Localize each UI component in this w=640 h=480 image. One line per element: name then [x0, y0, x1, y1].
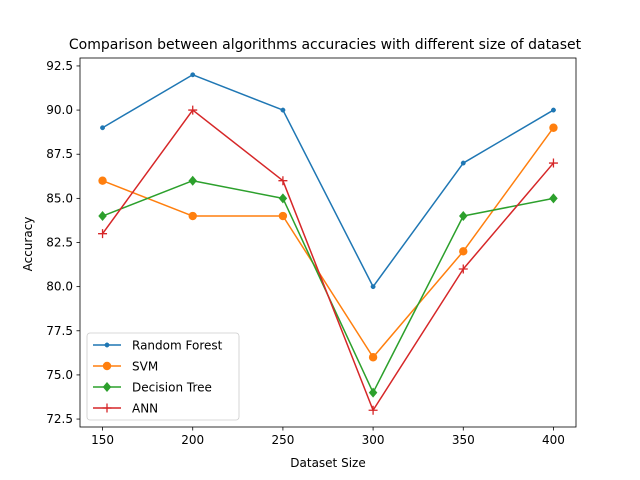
data-point-random-forest: [280, 107, 286, 113]
data-point-ann: [98, 229, 108, 239]
data-point-ann: [368, 405, 378, 415]
series-random-forest: [100, 72, 556, 290]
data-point-random-forest: [100, 125, 105, 131]
data-point-random-forest: [190, 72, 196, 78]
legend-marker-random-forest: [104, 342, 110, 348]
legend-marker-ann: [102, 403, 112, 413]
y-tick-label: 85.0: [46, 191, 73, 205]
legend-label: Random Forest: [132, 339, 223, 353]
series-svm: [98, 123, 558, 362]
legend-label: Decision Tree: [132, 381, 212, 395]
data-point-decision-tree: [278, 193, 288, 204]
data-point-random-forest: [460, 160, 466, 166]
data-point-svm: [368, 353, 378, 362]
legend-label: SVM: [132, 360, 158, 374]
chart-title: Comparison between algorithms accuracies…: [69, 37, 582, 53]
x-tick-label: 200: [181, 433, 204, 447]
data-point-ann: [548, 158, 558, 168]
x-tick-label: 350: [452, 433, 475, 447]
y-tick-label: 77.5: [46, 324, 73, 338]
series-line-ann: [101, 109, 555, 411]
data-point-decision-tree: [368, 387, 378, 398]
data-point-svm: [278, 211, 288, 221]
legend-marker-decision-tree: [102, 382, 112, 392]
y-tick-label: 82.5: [46, 236, 73, 250]
x-tick-label: 250: [271, 433, 294, 447]
x-axis-label: Dataset Size: [290, 456, 365, 470]
y-tick-label: 72.5: [46, 412, 73, 426]
legend-frame: [86, 332, 240, 421]
y-tick-label: 92.5: [46, 59, 73, 73]
series-line-random-forest: [102, 74, 554, 288]
legend: Random Forest SVM Decision Tree ANN: [86, 332, 240, 421]
x-tick-label: 150: [91, 433, 114, 447]
data-point-svm: [98, 176, 107, 185]
legend-label: ANN: [132, 402, 158, 416]
x-tick-label: 400: [542, 433, 565, 447]
data-point-decision-tree: [188, 175, 197, 186]
data-point-ann: [188, 105, 198, 115]
y-axis-label: Accuracy: [21, 217, 35, 272]
data-point-svm: [459, 247, 468, 256]
y-tick-label: 87.5: [46, 147, 73, 161]
data-point-decision-tree: [459, 211, 468, 222]
series-line-svm: [102, 127, 555, 359]
data-point-svm: [188, 211, 197, 221]
plot-area: 150 200 250 300 350 400 72.5 75.0 77.5 80.0 82.5 85…: [46, 57, 577, 447]
data-point-decision-tree: [98, 211, 107, 222]
y-tick-label: 75.0: [46, 368, 73, 382]
data-point-ann: [278, 176, 288, 186]
data-point-svm: [549, 123, 558, 132]
legend-marker-svm: [102, 361, 112, 371]
data-point-random-forest: [551, 107, 556, 113]
y-tick-label: 80.0: [46, 280, 73, 294]
series-ann: [98, 105, 558, 415]
data-point-decision-tree: [549, 193, 558, 204]
x-tick-label: 300: [362, 433, 385, 447]
data-point-random-forest: [370, 284, 376, 290]
data-point-ann: [458, 264, 468, 274]
y-tick-label: 90.0: [46, 103, 73, 117]
